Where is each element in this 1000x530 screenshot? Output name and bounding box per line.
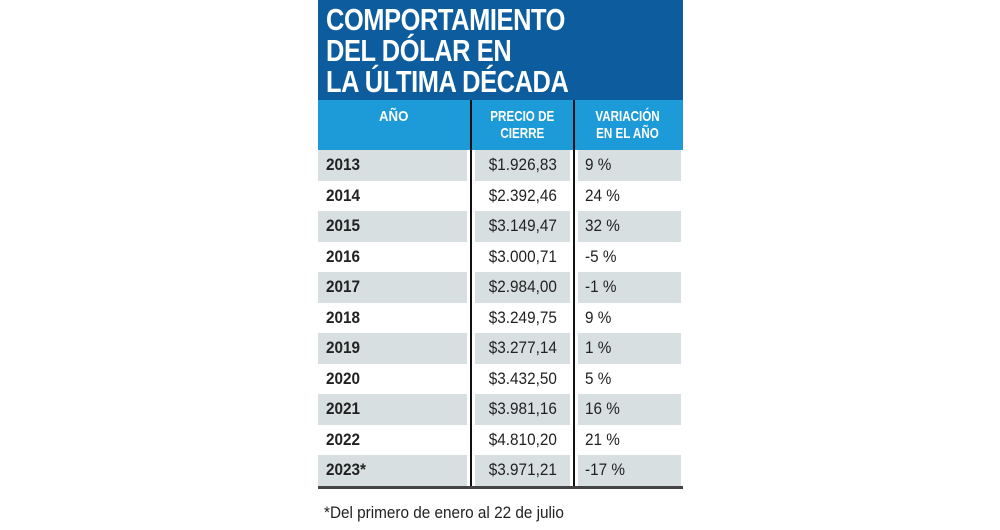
table-row: 2014 $2.392,46 24 %: [318, 180, 683, 211]
variation-cell: 9 %: [575, 150, 681, 181]
table-row: 2020 $3.432,50 5 %: [318, 363, 683, 394]
year-cell: 2014: [318, 180, 472, 211]
price-cell: $3.149,47: [472, 211, 575, 242]
year-cell: 2019: [318, 333, 472, 364]
table-row: 2021 $3.981,16 16 %: [318, 394, 683, 425]
year-cell: 2022: [318, 424, 472, 455]
variation-cell: -17 %: [575, 455, 681, 486]
title-line: DEL DÓLAR EN: [326, 33, 512, 68]
header-variation: VARIACIÓN EN EL AÑO: [595, 108, 661, 142]
variation-cell: 24 %: [585, 185, 620, 205]
price-cell: $2.392,46: [472, 180, 575, 211]
year-cell: 2015: [318, 211, 472, 242]
table-header: AÑO PRECIO DE CIERRE VARIACIÓN EN EL AÑO: [318, 100, 683, 150]
title-line: COMPORTAMIENTO: [326, 2, 566, 37]
variation-cell: 16 %: [575, 394, 681, 425]
year-cell: 2013: [318, 150, 472, 181]
table-row: 2022 $4.810,20 21 %: [318, 424, 683, 455]
price-cell: $3.432,50: [472, 363, 575, 394]
year-cell: 2017: [318, 272, 472, 303]
dollar-table: COMPORTAMIENTO DEL DÓLAR EN LA ÚLTIMA DÉ…: [318, 0, 683, 523]
price-cell: $3.981,16: [472, 394, 575, 425]
variation-cell: 5 %: [585, 368, 612, 388]
table-title: COMPORTAMIENTO DEL DÓLAR EN LA ÚLTIMA DÉ…: [318, 0, 683, 100]
year-cell: 2021: [318, 394, 472, 425]
price-cell: $3.971,21: [472, 455, 575, 486]
year-cell: 2020: [318, 363, 472, 394]
price-cell: $3.277,14: [472, 333, 575, 364]
price-cell: $1.926,83: [472, 150, 575, 181]
variation-cell: 21 %: [585, 429, 620, 449]
table-row: 2018 $3.249,75 9 %: [318, 302, 683, 333]
year-cell: 2016: [318, 241, 472, 272]
table-row: 2015 $3.149,47 32 %: [318, 211, 683, 242]
table-body: 2013 $1.926,83 9 % 2014 $2.392,46 24 % 2015 $3.…: [318, 150, 683, 486]
table-row: 2017 $2.984,00 -1 %: [318, 272, 683, 303]
header-year: AÑO: [318, 100, 472, 150]
price-cell: $3.249,75: [472, 302, 575, 333]
price-cell: $3.000,71: [472, 241, 575, 272]
variation-cell: -5 %: [585, 246, 617, 266]
year-cell: 2023*: [318, 455, 472, 486]
title-line: LA ÚLTIMA DÉCADA: [326, 64, 569, 99]
variation-cell: -1 %: [575, 272, 681, 303]
price-cell: $4.810,20: [472, 424, 575, 455]
table-row: 2016 $3.000,71 -5 %: [318, 241, 683, 272]
variation-cell: 32 %: [575, 211, 681, 242]
table-row: 2023* $3.971,21 -17 %: [318, 455, 683, 486]
variation-cell: 9 %: [585, 307, 612, 327]
header-price: PRECIO DE CIERRE: [472, 100, 575, 150]
table-row: 2019 $3.277,14 1 %: [318, 333, 683, 364]
price-cell: $2.984,00: [472, 272, 575, 303]
table-row: 2013 $1.926,83 9 %: [318, 150, 683, 181]
year-cell: 2018: [318, 302, 472, 333]
footnote: *Del primero de enero al 22 de julio: [324, 502, 564, 522]
table-bottom-rule: [318, 485, 683, 489]
variation-cell: 1 %: [575, 333, 681, 364]
